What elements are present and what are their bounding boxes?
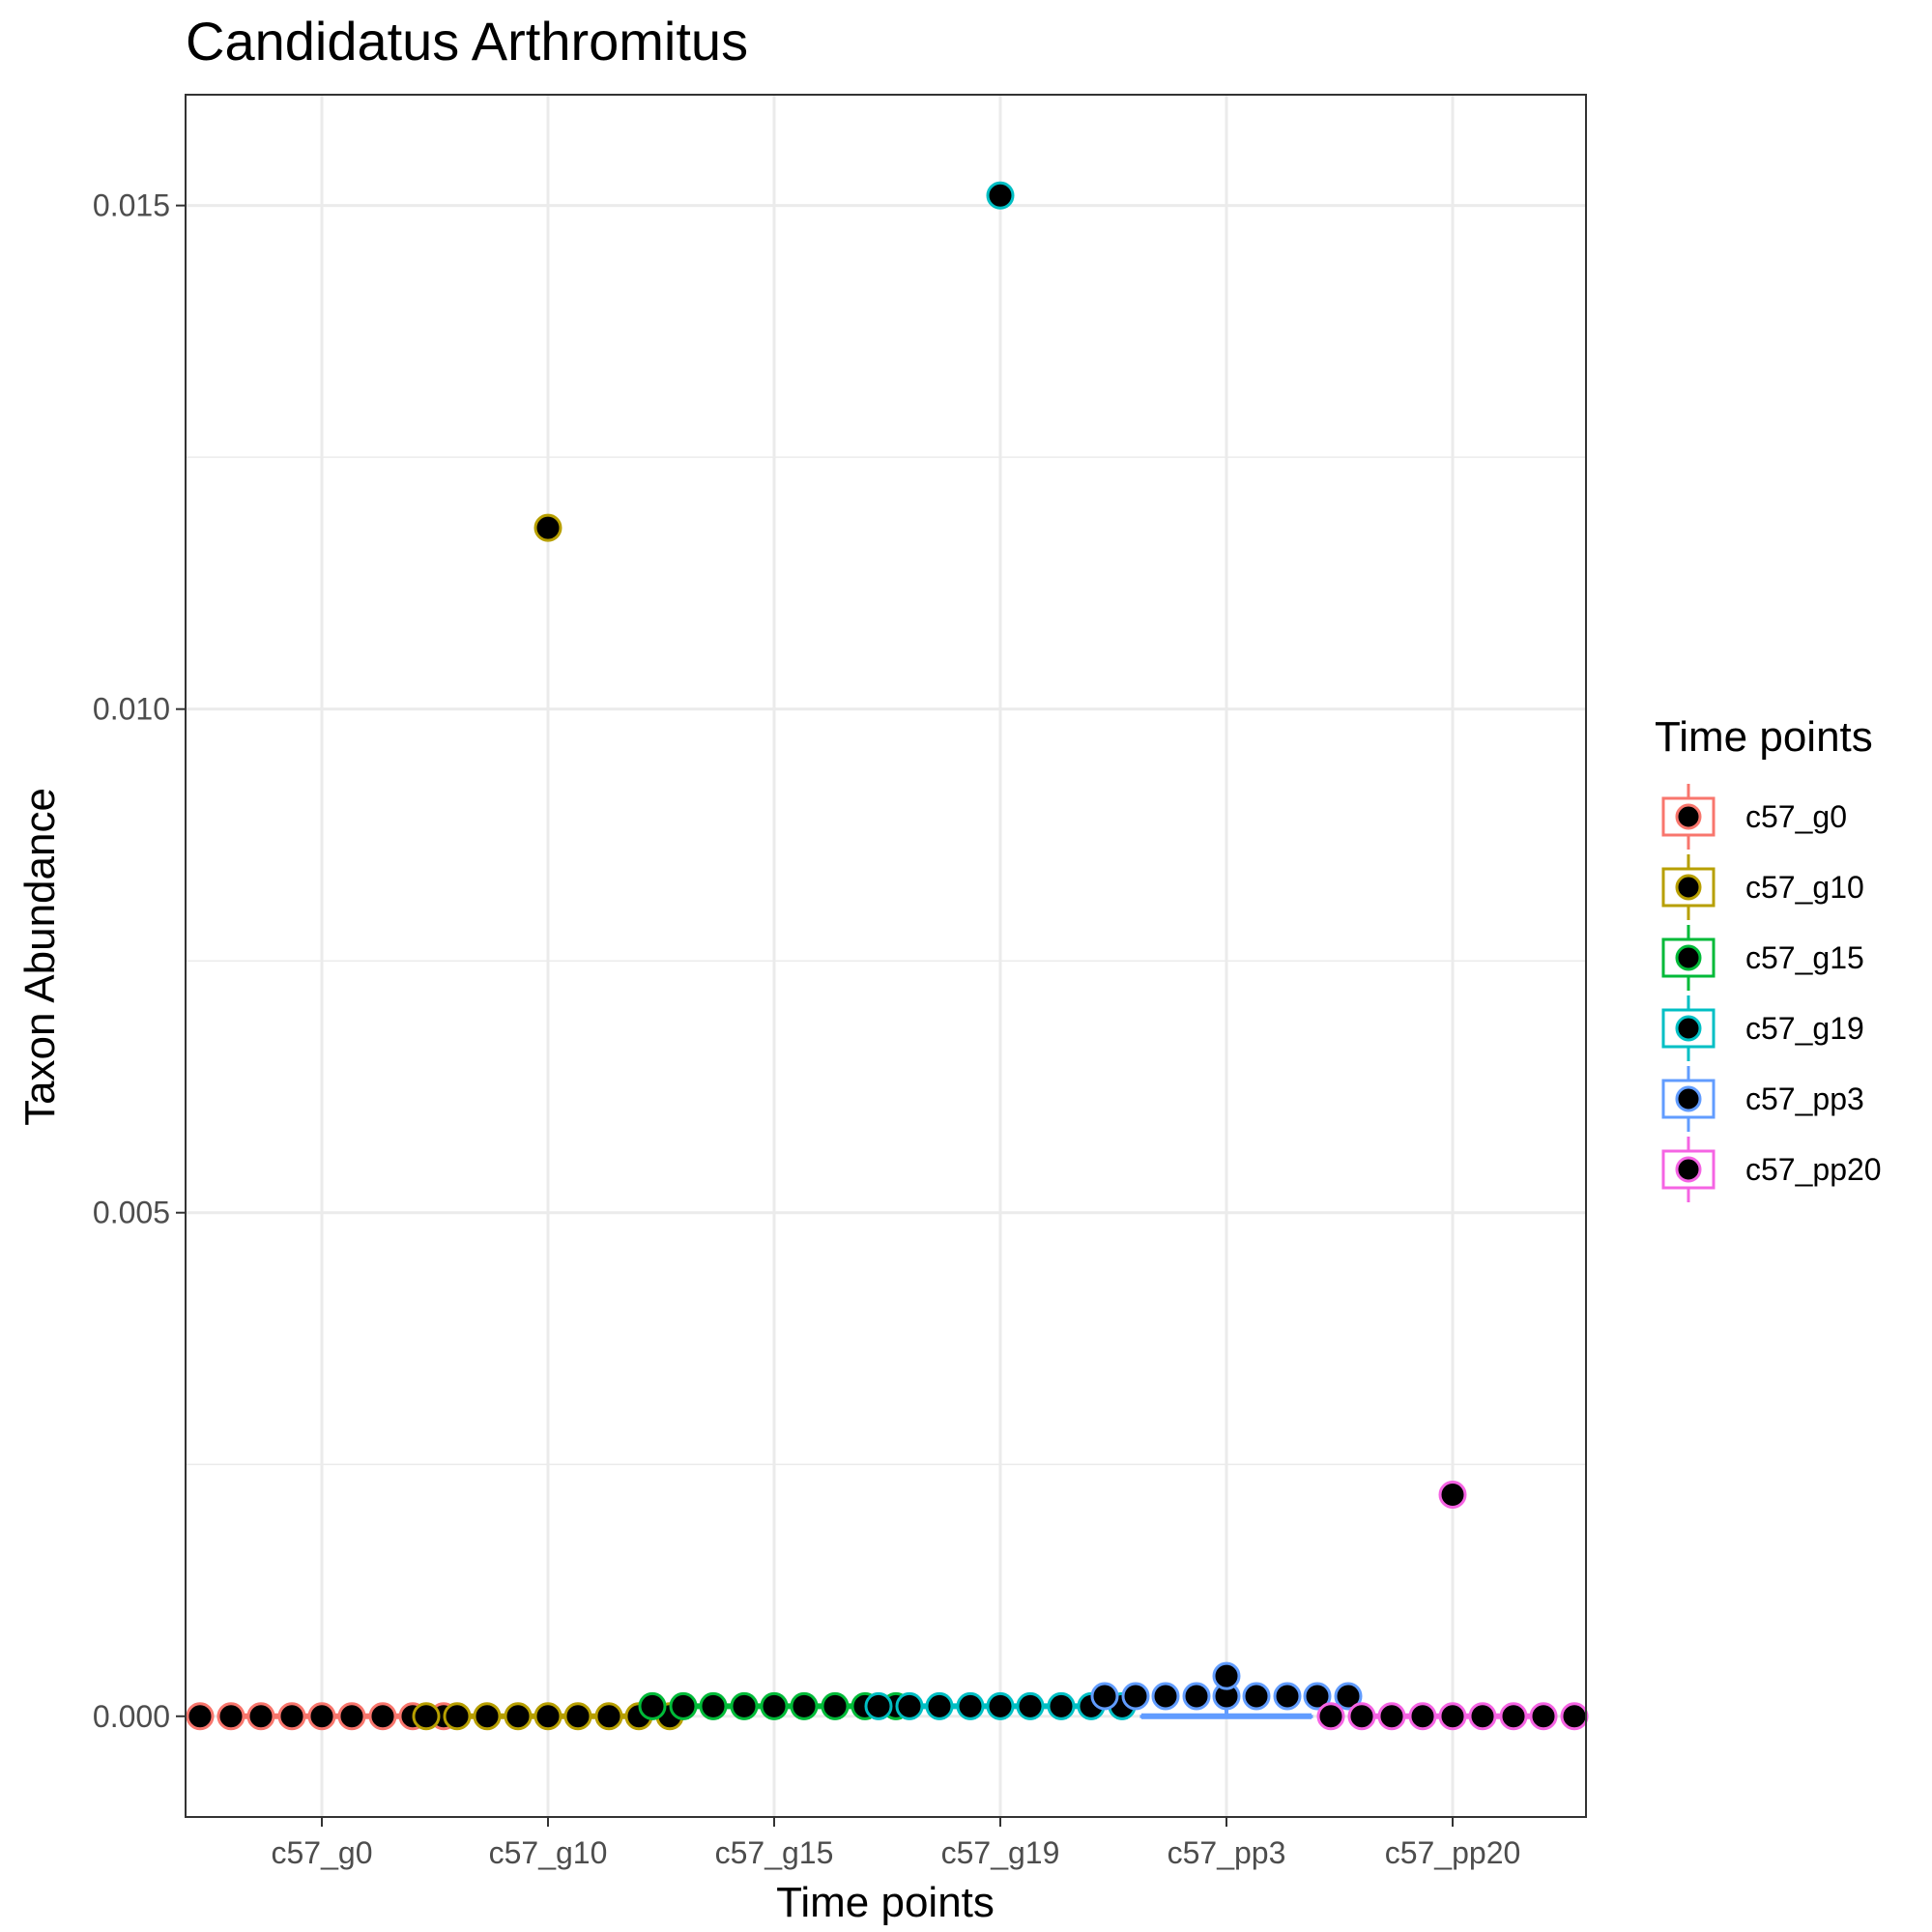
data-point (1121, 1682, 1150, 1711)
legend-key-point (1675, 1015, 1702, 1042)
data-point (1468, 1702, 1497, 1731)
data-point (1016, 1691, 1045, 1720)
legend-label: c57_g0 (1745, 799, 1847, 834)
legend: Time points c57_g0 c57_g10 c57_g15 c57_g19c… (1655, 713, 1882, 1202)
data-point (760, 1691, 789, 1720)
legend-item: c57_g15 (1661, 925, 1864, 991)
data-point (638, 1691, 667, 1720)
data-point (1347, 1702, 1376, 1731)
data-point (956, 1691, 985, 1720)
legend-label: c57_pp3 (1745, 1081, 1864, 1116)
y-axis: 0.000 0.005 0.010 0.015 (93, 188, 186, 1734)
data-point (821, 1691, 850, 1720)
data-point (504, 1702, 533, 1731)
legend-item: c57_pp3 (1661, 1066, 1864, 1132)
data-point (730, 1691, 759, 1720)
y-tick-label: 0.005 (93, 1196, 170, 1230)
data-point (216, 1702, 245, 1731)
data-point (368, 1702, 397, 1731)
legend-key-point (1675, 1156, 1702, 1183)
data-point (986, 181, 1015, 210)
grid-lines (186, 95, 1586, 1817)
y-tick-label: 0.000 (93, 1699, 170, 1734)
data-point (1151, 1682, 1180, 1711)
y-tick-label: 0.015 (93, 188, 170, 223)
data-point (594, 1702, 623, 1731)
data-point (925, 1691, 954, 1720)
legend-label: c57_g19 (1745, 1011, 1864, 1046)
x-axis: c57_g0 c57_g10 c57_g15 c57_g19 c57_pp3 c57_pp… (272, 1817, 1521, 1870)
data-point (1334, 1682, 1363, 1711)
data-point (1560, 1702, 1589, 1731)
data-point (1377, 1702, 1406, 1731)
data-point (337, 1702, 366, 1731)
x-tick-label: c57_g15 (715, 1835, 834, 1870)
data-point (1212, 1661, 1241, 1690)
y-axis-title: Taxon Abundance (16, 788, 64, 1126)
data-point (1047, 1691, 1076, 1720)
data-point (864, 1691, 893, 1720)
data-point (1438, 1702, 1467, 1731)
data-point (533, 1702, 562, 1731)
data-point (986, 1691, 1015, 1720)
legend-key-point (1675, 944, 1702, 971)
legend-item: c57_g0 (1661, 784, 1847, 850)
data-point (895, 1691, 924, 1720)
data-point (1090, 1682, 1119, 1711)
x-tick-label: c57_g10 (489, 1835, 608, 1870)
x-tick-label: c57_g19 (941, 1835, 1060, 1870)
y-tick-label: 0.010 (93, 692, 170, 727)
x-tick-label: c57_pp20 (1385, 1835, 1521, 1870)
data-point (1182, 1682, 1211, 1711)
chart-title: Candidatus Arthromitus (186, 11, 748, 72)
plot-background (186, 95, 1586, 1817)
legend-item: c57_g19 (1661, 995, 1864, 1061)
data-point (473, 1702, 502, 1731)
data-point (1242, 1682, 1271, 1711)
data-point (1529, 1702, 1558, 1731)
data-point (443, 1702, 472, 1731)
data-points (186, 181, 1589, 1731)
data-point (790, 1691, 819, 1720)
legend-item: c57_pp20 (1661, 1137, 1882, 1202)
data-point (412, 1702, 441, 1731)
legend-key-point (1675, 803, 1702, 830)
legend-key-point (1675, 1085, 1702, 1112)
data-point (246, 1702, 275, 1731)
data-point (277, 1702, 306, 1731)
legend-label: c57_g15 (1745, 940, 1864, 975)
legend-key-point (1675, 874, 1702, 901)
x-axis-title: Time points (776, 1879, 995, 1926)
data-point (533, 513, 562, 542)
legend-title: Time points (1655, 713, 1873, 761)
data-point (1303, 1682, 1332, 1711)
x-tick-label: c57_g0 (272, 1835, 373, 1870)
x-tick-label: c57_pp3 (1168, 1835, 1286, 1870)
legend-label: c57_pp20 (1745, 1152, 1882, 1187)
data-point (563, 1702, 592, 1731)
legend-label: c57_g10 (1745, 870, 1864, 905)
data-point (307, 1702, 336, 1731)
data-point (1316, 1702, 1345, 1731)
data-point (699, 1691, 728, 1720)
data-point (1408, 1702, 1437, 1731)
data-point (1273, 1682, 1302, 1711)
data-point (669, 1691, 698, 1720)
data-point (1438, 1481, 1467, 1510)
plot-border (185, 94, 1587, 1818)
data-point (1499, 1702, 1528, 1731)
data-point (186, 1702, 215, 1731)
legend-item: c57_g10 (1661, 854, 1864, 920)
